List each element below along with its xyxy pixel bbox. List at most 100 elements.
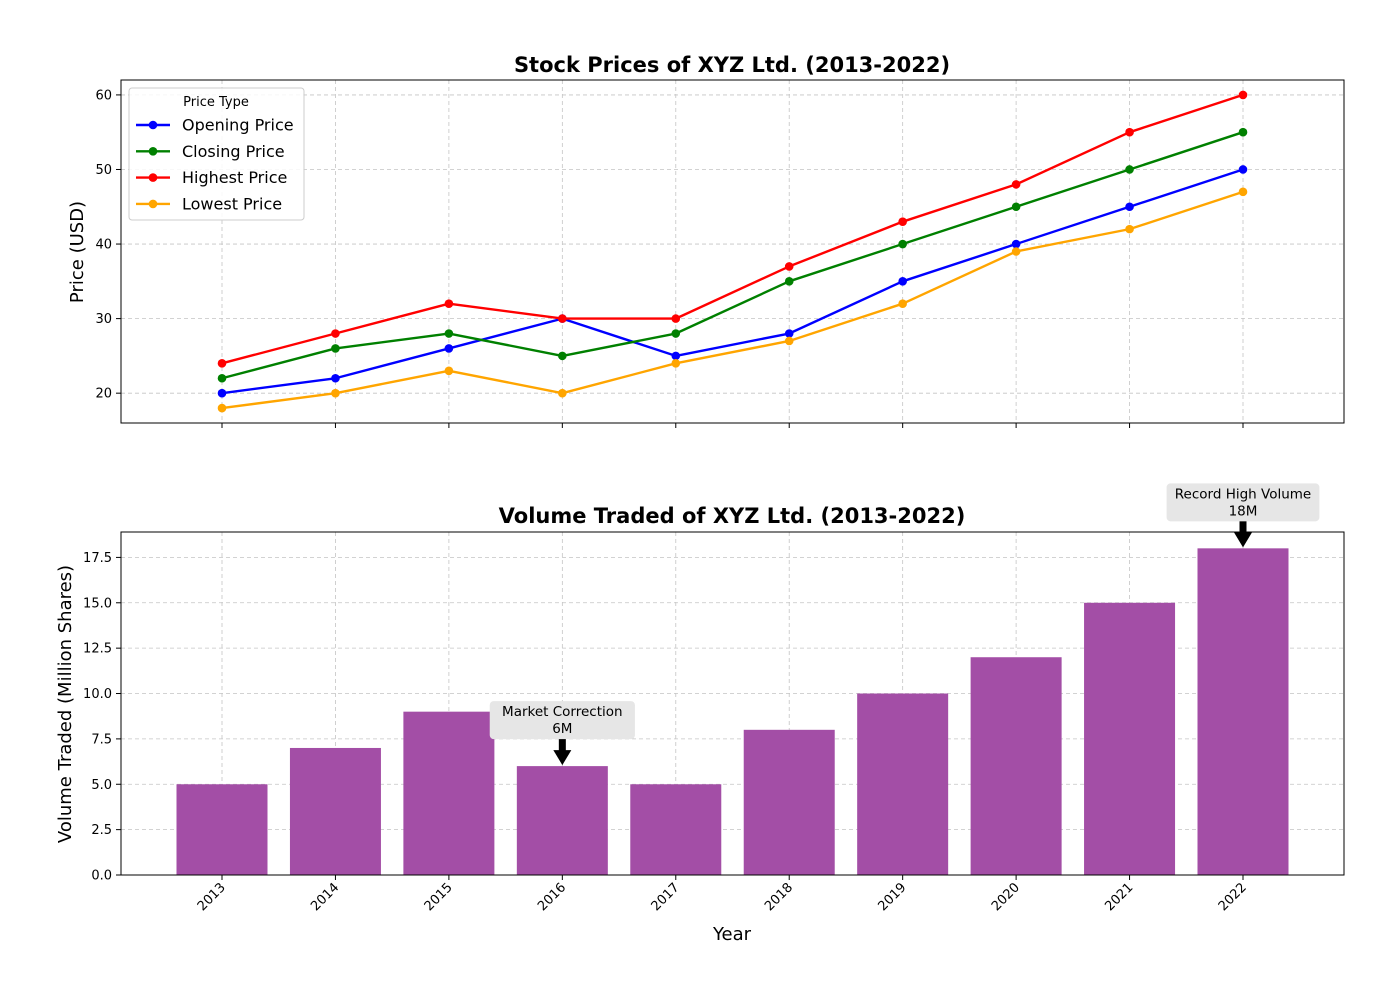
data-point-highest-price-2015	[444, 299, 454, 308]
series-closing-price	[217, 127, 1248, 383]
bar-2017	[630, 784, 722, 875]
data-point-highest-price-2016	[558, 314, 567, 323]
data-point-lowest-price-2017	[671, 359, 681, 368]
x-tick-label-2021: 2021	[1102, 880, 1136, 914]
data-point-lowest-price-2022	[1238, 187, 1248, 197]
data-point-closing-price-2018	[784, 277, 794, 286]
volume-y-tick-label-7-5: 7.5	[91, 732, 112, 747]
series-line-opening-price	[221, 168, 1244, 395]
volume-y-tick-label-5-0: 5.0	[91, 778, 112, 793]
bar-2014	[289, 747, 381, 875]
price-y-tick-label-40: 40	[95, 238, 112, 253]
series-lowest-price	[217, 187, 1248, 413]
data-point-lowest-price-2015	[444, 366, 454, 376]
data-point-lowest-price-2018	[784, 336, 794, 346]
data-point-closing-price-2014	[331, 344, 340, 353]
x-tick-label-2020: 2020	[989, 880, 1023, 914]
data-point-lowest-price-2020	[1011, 247, 1021, 256]
data-point-opening-price-2022	[1238, 165, 1248, 174]
volume-chart-x-axis-label: Year	[712, 924, 752, 945]
volume-chart-bars	[176, 548, 1289, 875]
annotation-text-market-correction-1: 6M	[552, 721, 572, 737]
legend-label-closing-price: Closing Price	[182, 142, 285, 161]
x-tick-label-2022: 2022	[1216, 880, 1250, 914]
series-line-closing-price	[221, 131, 1244, 380]
price-y-tick-label-60: 60	[95, 88, 112, 103]
data-point-closing-price-2019	[898, 239, 907, 249]
x-tick-label-2013: 2013	[195, 880, 229, 914]
data-point-highest-price-2021	[1125, 127, 1134, 137]
data-point-lowest-price-2019	[898, 299, 907, 308]
bar-2021	[1084, 602, 1176, 875]
x-tick-label-2015: 2015	[422, 880, 456, 914]
volume-chart-ticks: 2013 2014 2015 2016 2017 2018 2019 2020 2021 2022…	[83, 551, 1250, 914]
price-y-tick-label-20: 20	[95, 387, 112, 402]
data-point-closing-price-2017	[671, 329, 681, 338]
bar-2019	[857, 693, 949, 875]
data-point-lowest-price-2016	[558, 388, 567, 398]
annotation-text-record-high-volume-0: Record High Volume	[1175, 486, 1311, 502]
legend-box	[128, 87, 305, 221]
series-line-highest-price	[221, 93, 1244, 365]
legend-label-highest-price: Highest Price	[182, 168, 287, 187]
annotation-box-record-high-volume	[1166, 483, 1320, 522]
price-chart-frame	[120, 79, 1345, 424]
data-point-highest-price-2017	[671, 314, 681, 323]
volume-y-tick-label-12-5: 12.5	[83, 642, 112, 657]
data-point-lowest-price-2013	[217, 403, 227, 413]
bar-2018	[743, 729, 835, 875]
data-point-closing-price-2013	[217, 373, 227, 383]
data-point-closing-price-2020	[1011, 202, 1021, 212]
data-point-opening-price-2019	[898, 277, 907, 286]
data-point-highest-price-2014	[331, 329, 340, 338]
data-point-closing-price-2022	[1238, 127, 1248, 137]
annotation-arrow-head-market-correction	[553, 750, 572, 766]
price-y-tick-label-50: 50	[95, 163, 112, 178]
data-point-closing-price-2015	[444, 329, 454, 338]
data-point-highest-price-2022	[1238, 90, 1248, 100]
data-point-opening-price-2013	[217, 388, 227, 398]
data-point-opening-price-2018	[784, 329, 794, 338]
volume-chart-frame	[120, 531, 1345, 876]
volume-y-tick-label-15-0: 15.0	[83, 596, 112, 611]
data-point-highest-price-2019	[898, 217, 907, 226]
data-point-closing-price-2021	[1125, 165, 1134, 174]
bar-2015	[403, 711, 495, 875]
volume-y-tick-label-0-0: 0.0	[91, 869, 112, 884]
price-chart-series	[217, 90, 1248, 413]
bar-2013	[176, 784, 268, 875]
volume-y-tick-label-2-5: 2.5	[91, 823, 112, 838]
x-tick-label-2018: 2018	[762, 880, 796, 914]
series-opening-price	[217, 165, 1248, 398]
price-chart-legend: Price Type Opening Price Closing Price Hig…	[128, 87, 305, 221]
volume-chart-title: Volume Traded of XYZ Ltd. (2013-2022)	[499, 504, 966, 528]
volume-chart-y-axis-label: Volume Traded (Million Shares)	[55, 565, 76, 843]
legend-label-lowest-price: Lowest Price	[182, 194, 282, 213]
volume-y-tick-label-17-5: 17.5	[83, 551, 112, 566]
data-point-opening-price-2020	[1011, 239, 1021, 249]
data-point-highest-price-2013	[217, 359, 227, 368]
data-point-opening-price-2015	[444, 344, 454, 353]
price-chart-y-axis-label: Price (USD)	[67, 201, 88, 303]
x-tick-label-2017: 2017	[649, 880, 683, 914]
data-point-opening-price-2017	[671, 351, 681, 361]
legend-marker-closing-price	[148, 147, 158, 156]
legend-marker-lowest-price	[148, 199, 158, 209]
data-point-lowest-price-2021	[1125, 224, 1134, 234]
price-chart-ticks: 20 30 40 50 60	[95, 88, 1244, 428]
price-y-tick-label-30: 30	[95, 312, 112, 327]
annotation-arrow-head-record-high-volume	[1234, 532, 1252, 548]
annotation-text-market-correction-0: Market Correction	[502, 704, 623, 720]
annotation-arrow-shaft-record-high-volume	[1239, 521, 1247, 534]
legend-marker-opening-price	[148, 120, 158, 130]
data-point-closing-price-2016	[558, 351, 567, 361]
volume-chart: Volume Traded of XYZ Ltd. (2013-2022) Vo…	[55, 483, 1345, 945]
data-point-opening-price-2014	[331, 373, 340, 383]
data-point-lowest-price-2014	[331, 388, 340, 398]
data-point-highest-price-2018	[784, 262, 794, 271]
price-chart-title: Stock Prices of XYZ Ltd. (2013-2022)	[514, 53, 950, 77]
x-tick-label-2014: 2014	[308, 880, 342, 914]
